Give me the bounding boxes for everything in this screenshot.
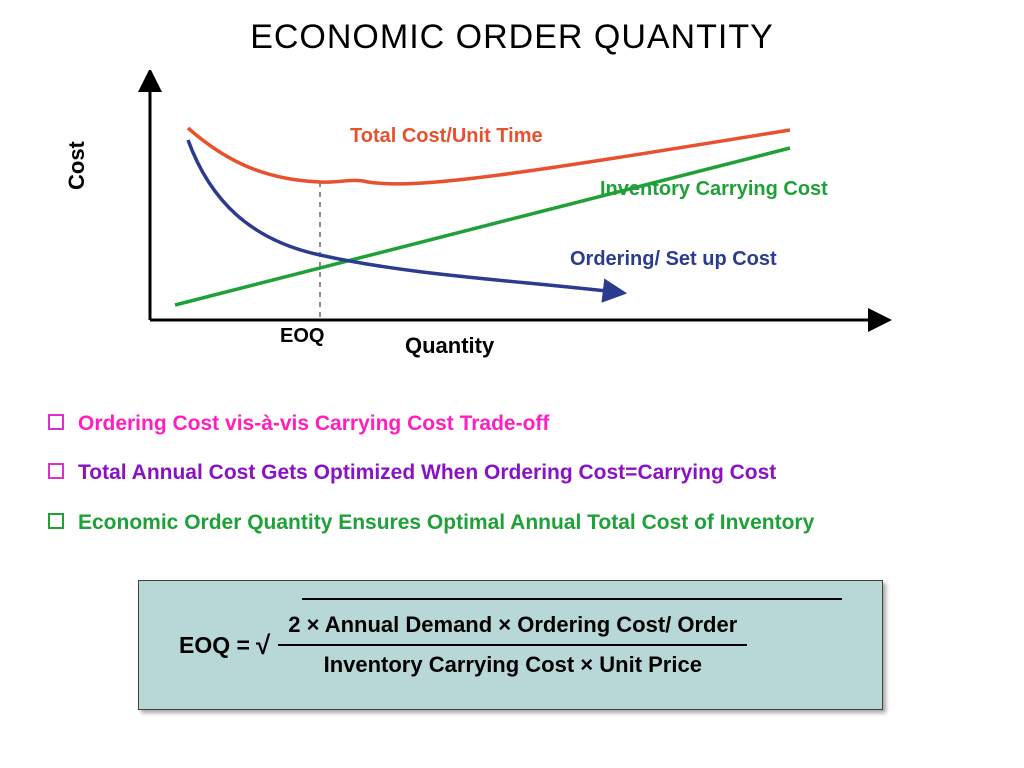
total-cost-label: Total Cost/Unit Time bbox=[350, 125, 543, 148]
page-title: ECONOMIC ORDER QUANTITY bbox=[0, 18, 1024, 57]
ordering-cost-curve bbox=[188, 140, 615, 292]
formula-fraction: 2 × Annual Demand × Ordering Cost/ Order… bbox=[278, 606, 747, 684]
ordering-cost-label: Ordering/ Set up Cost bbox=[570, 248, 777, 271]
carrying-cost-curve bbox=[175, 148, 790, 305]
list-item: Ordering Cost vis-à-vis Carrying Cost Tr… bbox=[48, 410, 968, 437]
eoq-formula-box: EOQ = √ 2 × Annual Demand × Ordering Cos… bbox=[138, 580, 883, 710]
bullet-text: Ordering Cost vis-à-vis Carrying Cost Tr… bbox=[78, 410, 549, 437]
bullet-text: Economic Order Quantity Ensures Optimal … bbox=[78, 509, 814, 536]
eoq-marker-label: EOQ bbox=[280, 325, 324, 348]
x-axis-label: Quantity bbox=[405, 333, 494, 359]
list-item: Total Annual Cost Gets Optimized When Or… bbox=[48, 459, 968, 486]
eoq-formula: EOQ = √ 2 × Annual Demand × Ordering Cos… bbox=[179, 606, 747, 684]
formula-lhs: EOQ = bbox=[179, 632, 250, 659]
eoq-chart: Total Cost/Unit Time Inventory Carrying … bbox=[90, 70, 910, 350]
chart-svg bbox=[90, 70, 910, 350]
bullet-icon bbox=[48, 414, 64, 430]
carrying-cost-label: Inventory Carrying Cost bbox=[600, 178, 828, 201]
bullet-icon bbox=[48, 463, 64, 479]
formula-denominator: Inventory Carrying Cost × Unit Price bbox=[314, 646, 712, 684]
radical-vinculum bbox=[302, 598, 842, 600]
formula-numerator: 2 × Annual Demand × Ordering Cost/ Order bbox=[278, 606, 747, 644]
list-item: Economic Order Quantity Ensures Optimal … bbox=[48, 509, 968, 536]
bullet-list: Ordering Cost vis-à-vis Carrying Cost Tr… bbox=[48, 410, 968, 558]
y-axis-label: Cost bbox=[64, 141, 90, 190]
radical-icon: √ bbox=[256, 630, 270, 661]
bullet-icon bbox=[48, 513, 64, 529]
bullet-text: Total Annual Cost Gets Optimized When Or… bbox=[78, 459, 776, 486]
